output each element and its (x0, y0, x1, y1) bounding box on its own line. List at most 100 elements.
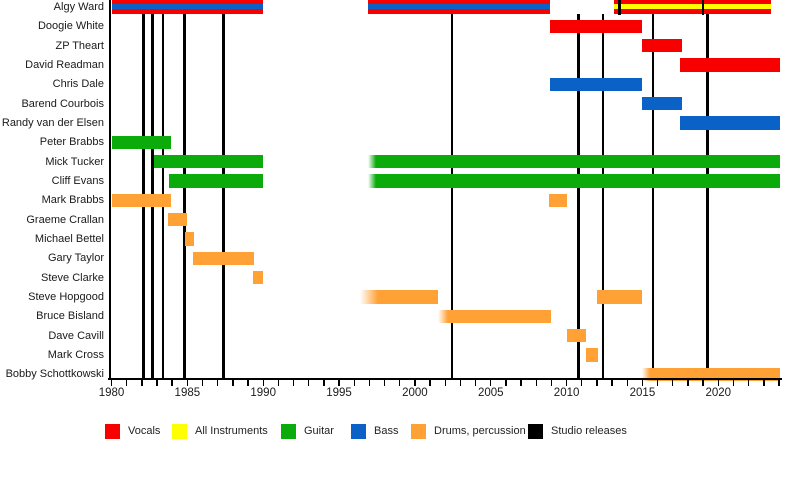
year-label: 2010 (553, 387, 580, 399)
axis-tick (474, 379, 477, 387)
legend-swatch-guitar (281, 424, 296, 439)
member-label: Cliff Evans (51, 174, 104, 187)
axis-tick (702, 379, 704, 387)
member-label: Dave Cavill (48, 329, 104, 342)
member-label: Mark Brabbs (41, 194, 104, 207)
axis-tick (490, 379, 492, 387)
timeline-bar (680, 116, 781, 130)
year-label: 1995 (326, 387, 352, 399)
studio-release-line-top-row (618, 0, 621, 15)
axis-tick (459, 379, 462, 387)
axis-tick (626, 379, 628, 387)
member-label: Steve Clarke (41, 271, 104, 284)
legend-swatch-all_instruments (172, 424, 187, 439)
timeline-bar (680, 58, 781, 72)
year-label: 1990 (250, 387, 276, 399)
axis-tick (505, 379, 507, 387)
axis-tick (399, 379, 401, 387)
axis-tick (216, 379, 219, 387)
member-label: Algy Ward (53, 1, 104, 13)
timeline-bar (367, 174, 781, 188)
legend-label: Bass (374, 425, 399, 437)
member-label: Michael Bettel (34, 232, 104, 245)
timeline-bar (641, 96, 682, 111)
timeline-bar (192, 251, 255, 265)
axis-tick (414, 379, 416, 387)
timeline-bar (168, 212, 188, 227)
axis-tick (262, 379, 264, 387)
timeline-bar (111, 0, 264, 14)
member-label: Doogie White (37, 20, 104, 33)
member-label: Gary Taylor (47, 252, 104, 265)
timeline-bar (549, 77, 643, 91)
timeline-bar (111, 193, 171, 207)
timeline-bar (596, 290, 643, 304)
x-axis-line (108, 378, 782, 380)
axis-tick (611, 379, 613, 387)
year-label: 2000 (402, 387, 428, 399)
timeline-bar (642, 367, 781, 381)
legend-swatch-vocals (105, 424, 120, 439)
axis-tick (141, 379, 143, 387)
member-label: Mark Cross (47, 348, 104, 361)
axis-tick (368, 379, 371, 387)
legend-swatch-releases (528, 424, 543, 439)
studio-release-line (577, 14, 581, 378)
studio-release-line-top-row (701, 0, 705, 15)
axis-tick (110, 379, 113, 387)
timeline-bar (111, 135, 171, 149)
member-label: Graeme Crallan (26, 213, 104, 226)
timeline-bar (549, 193, 567, 207)
timeline-bar (437, 309, 552, 323)
axis-tick (535, 379, 537, 387)
timeline-bar (185, 232, 195, 246)
studio-release-line (450, 14, 454, 378)
legend-label: All Instruments (195, 425, 268, 437)
axis-tick (565, 379, 568, 387)
member-label: Steve Hopgood (28, 290, 104, 303)
axis-tick (247, 379, 249, 387)
axis-tick (732, 379, 735, 387)
studio-release-line (183, 14, 186, 378)
axis-tick (444, 379, 446, 387)
year-label: 2020 (705, 387, 732, 399)
axis-tick (125, 379, 128, 387)
axis-tick (429, 379, 431, 387)
legend-label: Guitar (304, 425, 334, 437)
year-label: 2015 (629, 387, 656, 399)
axis-tick (778, 379, 780, 387)
axis-tick (656, 379, 659, 387)
timeline-bar (613, 0, 772, 14)
axis-tick (747, 379, 750, 387)
member-label: Randy van der Elsen (1, 116, 104, 129)
axis-tick (353, 379, 355, 387)
timeline-bar (367, 154, 781, 169)
axis-tick (383, 379, 386, 387)
member-label: Bruce Bisland (36, 310, 104, 323)
axis-tick (156, 379, 158, 387)
studio-release-line (651, 14, 655, 378)
axis-tick (550, 379, 553, 387)
member-label: Chris Dale (52, 78, 104, 91)
timeline-bar (549, 19, 643, 34)
legend-label: Vocals (128, 425, 161, 437)
axis-tick (672, 379, 674, 387)
legend-label: Drums, percussion (434, 425, 526, 437)
axis-tick (596, 379, 598, 387)
member-label: Mick Tucker (45, 155, 104, 168)
member-label: David Readman (25, 58, 104, 71)
axis-tick (186, 379, 189, 387)
axis-tick (292, 379, 295, 387)
timeline-bar (641, 38, 682, 53)
axis-tick (687, 379, 689, 387)
studio-release-line (601, 14, 605, 378)
legend-label: Studio releases (551, 425, 627, 437)
axis-tick (581, 379, 583, 387)
timeline-bar (252, 270, 264, 285)
axis-tick (641, 379, 644, 387)
year-label: 1985 (174, 387, 201, 399)
member-label: Peter Brabbs (39, 136, 104, 149)
member-label: Barend Courbois (21, 97, 104, 110)
axis-tick (171, 379, 173, 387)
timeline-bar (169, 174, 264, 188)
